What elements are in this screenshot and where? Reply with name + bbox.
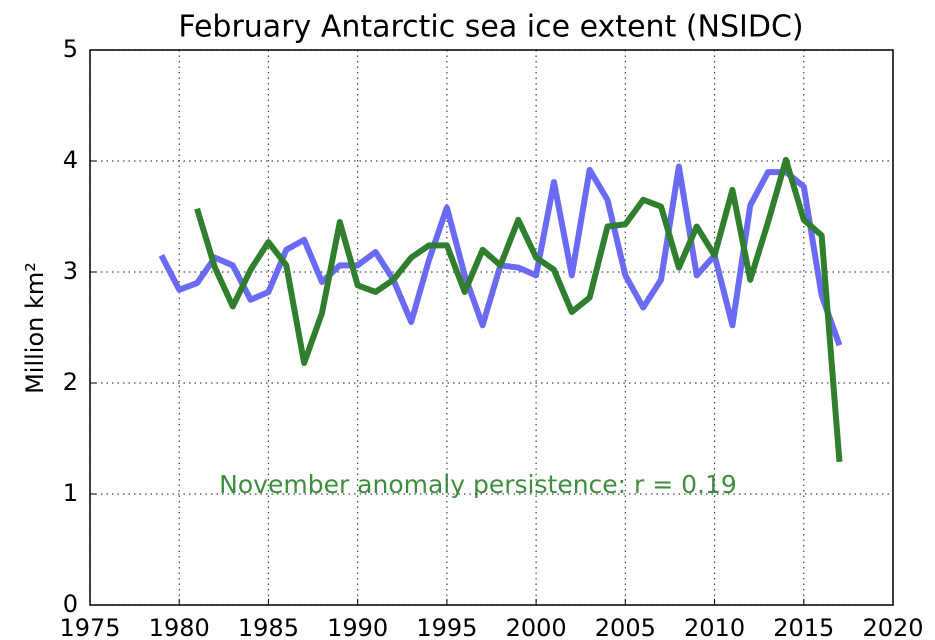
line-series — [194, 156, 843, 463]
y-tick-label: 4 — [63, 146, 78, 174]
x-tick-label: 1985 — [238, 614, 299, 640]
x-tick-label: 1990 — [327, 614, 388, 640]
x-tick-label: 2000 — [506, 614, 567, 640]
line-series — [158, 163, 843, 347]
y-tick-label: 5 — [63, 35, 78, 63]
y-axis-label: Million km² — [21, 262, 49, 394]
y-tick-label: 3 — [63, 257, 78, 285]
y-tick-label: 0 — [63, 590, 78, 618]
x-tick-label: 2020 — [862, 614, 923, 640]
x-tick-label: 1975 — [59, 614, 120, 640]
chart-title: February Antarctic sea ice extent (NSIDC… — [178, 10, 803, 45]
y-tick-label: 2 — [63, 368, 78, 396]
x-tick-label: 2005 — [595, 614, 656, 640]
x-tick-label: 1980 — [149, 614, 210, 640]
plot-frame — [89, 49, 894, 606]
x-tick-label: 2010 — [684, 614, 745, 640]
y-tick-label: 1 — [63, 479, 78, 507]
annotation: November anomaly persistence: r = 0.19 — [219, 470, 737, 499]
x-tick-label: 2015 — [773, 614, 834, 640]
x-tick-label: 1995 — [416, 614, 477, 640]
